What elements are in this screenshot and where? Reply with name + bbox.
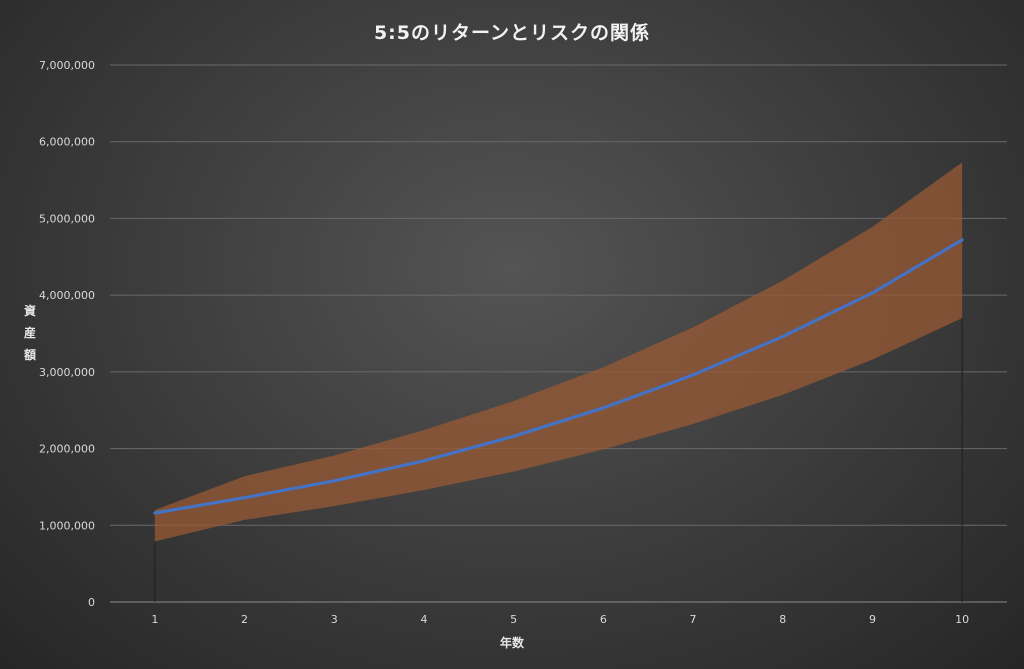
y-axis-label: 資産額 [20,300,40,366]
y-tick-label: 7,000,000 [39,59,95,72]
y-tick-label: 3,000,000 [39,366,95,379]
chart-title: 5:5のリターンとリスクの関係 [373,22,651,44]
risk-band [154,162,963,542]
y-tick-label: 2,000,000 [39,443,95,456]
y-tick-label: 5,000,000 [39,212,95,225]
x-tick-label: 7 [690,613,697,626]
x-tick-label: 9 [869,613,876,626]
series-line [153,238,964,515]
y-tick-label: 1,000,000 [39,519,95,532]
x-tick-label: 1 [151,613,158,626]
x-axis-label: 年数 [499,636,524,650]
x-tick-label: 4 [420,613,427,626]
x-tick-label: 8 [779,613,786,626]
y-axis-label-char: 資 [23,304,36,318]
x-tick-label: 2 [241,613,248,626]
x-tick-label: 10 [955,613,969,626]
x-tick-label: 5 [510,613,517,626]
y-axis-label-char: 額 [23,348,36,362]
y-tick-label: 0 [88,596,95,609]
y-tick-label: 4,000,000 [39,289,95,302]
x-tick-label: 3 [331,613,338,626]
x-tick-label: 6 [600,613,607,626]
y-axis-label-char: 産 [23,326,36,340]
y-tick-label: 6,000,000 [39,136,95,149]
